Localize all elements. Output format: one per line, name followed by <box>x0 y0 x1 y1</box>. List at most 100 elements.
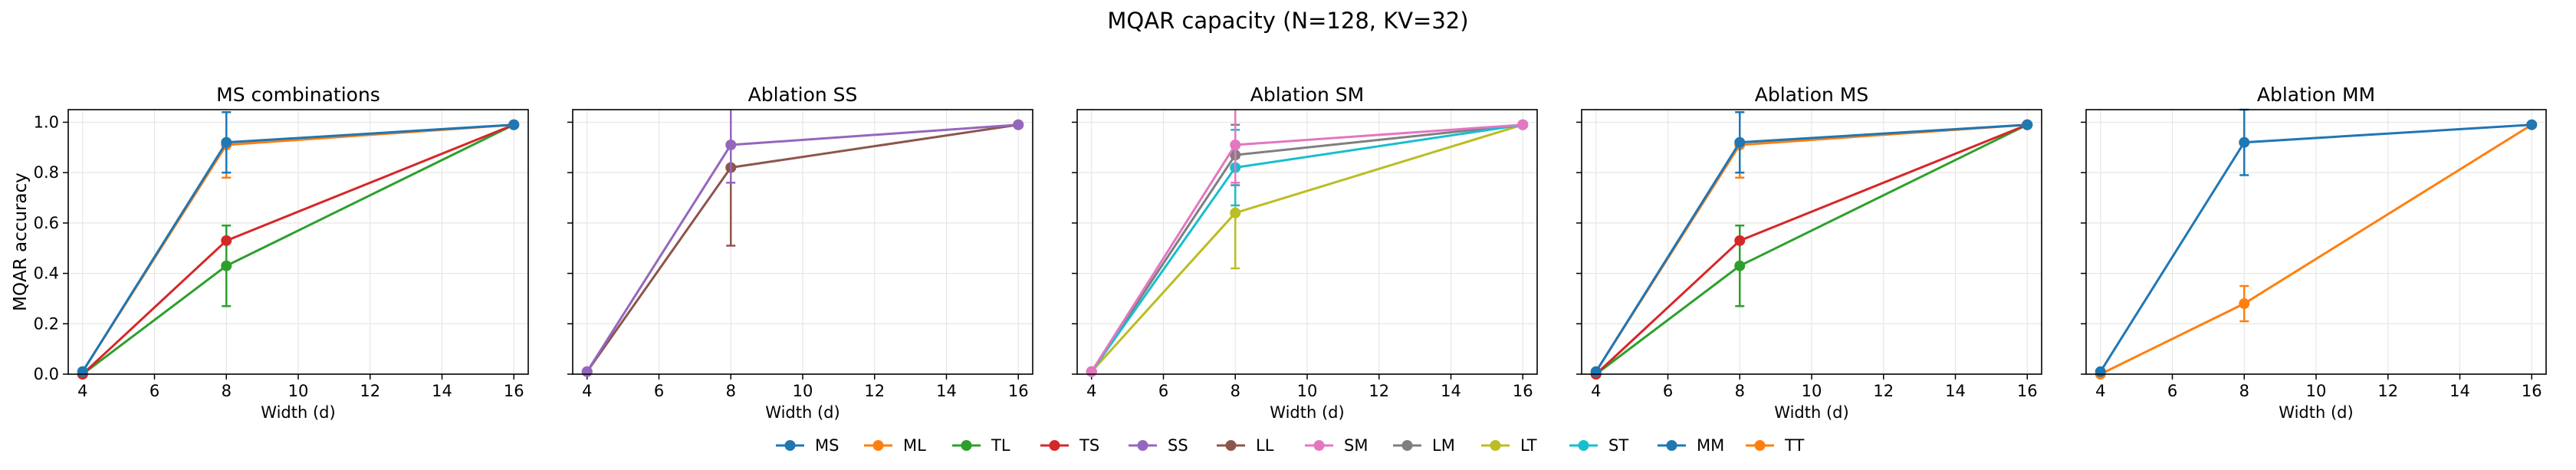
y-tick-label: 0.4 <box>34 265 59 283</box>
legend-entry-LM: LM <box>1393 436 1455 455</box>
data-point-SS <box>725 140 737 150</box>
data-point-SM <box>1517 119 1529 130</box>
data-point-MS <box>1734 136 1746 148</box>
data-point-TL <box>1734 260 1746 271</box>
x-tick-label: 10 <box>2306 382 2327 400</box>
legend-marker-TL <box>961 440 972 451</box>
legend-entry-ST: ST <box>1569 436 1628 455</box>
x-tick-label: 6 <box>2167 382 2177 400</box>
data-point-LT <box>1230 207 1241 219</box>
x-tick-label: 12 <box>864 382 885 400</box>
chart-panel-5: 4 6 8 10 12 14 16 Ablation MM Width (d) <box>2081 84 2547 422</box>
legend-marker-TS <box>1049 440 1060 451</box>
data-point-SM <box>1086 366 1097 377</box>
legend-entry-LT: LT <box>1481 436 1537 455</box>
x-tick-label: 10 <box>288 382 309 400</box>
data-point-MS <box>2022 119 2033 130</box>
figure-title: MQAR capacity (N=128, KV=32) <box>1107 8 1468 34</box>
legend-label-SS: SS <box>1168 436 1188 455</box>
legend-marker-SM <box>1313 440 1325 451</box>
data-point-MS <box>1590 366 1602 377</box>
x-axis-label: Width (d) <box>261 403 335 422</box>
data-point-MM <box>2526 119 2538 130</box>
legend-marker-SS <box>1137 440 1148 451</box>
x-axis-label: Width (d) <box>765 403 840 422</box>
data-point-SM <box>1230 140 1241 150</box>
data-point-MS <box>221 136 232 148</box>
x-tick-label: 8 <box>1735 382 1745 400</box>
x-tick-label: 16 <box>2017 382 2038 400</box>
chart-panel-2: 4 6 8 10 12 14 16 Ablation SS Width (d) <box>567 84 1033 422</box>
legend-marker-MM <box>1666 440 1677 451</box>
panel-title: Ablation SM <box>1250 84 1365 106</box>
legend-marker-MS <box>784 440 796 451</box>
axes-frame <box>572 109 1033 375</box>
y-tick-label: 1.0 <box>34 113 59 131</box>
x-axis-label: Width (d) <box>2279 403 2353 422</box>
panel-title: Ablation MM <box>2257 84 2375 106</box>
x-tick-label: 12 <box>1873 382 1894 400</box>
legend-label-MS: MS <box>815 436 839 455</box>
panel-title: Ablation MS <box>1755 84 1869 106</box>
legend-entry-MM: MM <box>1658 436 1724 455</box>
legend-label-LT: LT <box>1520 436 1537 455</box>
legend-entry-SM: SM <box>1305 436 1368 455</box>
y-tick-label: 0.2 <box>34 314 59 333</box>
x-tick-label: 14 <box>936 382 957 400</box>
chart-panel-4: 4 6 8 10 12 14 16 Ablation MS Width (d) <box>1576 84 2042 422</box>
legend-entry-SS: SS <box>1129 436 1188 455</box>
x-tick-label: 8 <box>1230 382 1240 400</box>
legend-label-ML: ML <box>903 436 926 455</box>
data-point-MS <box>77 366 88 377</box>
legend-marker-LT <box>1490 440 1501 451</box>
axes-frame <box>1076 109 1538 375</box>
legend-marker-ST <box>1578 440 1589 451</box>
x-tick-label: 6 <box>654 382 664 400</box>
legend-label-TL: TL <box>991 436 1010 455</box>
legend-entry-ML: ML <box>864 436 926 455</box>
x-tick-label: 14 <box>1441 382 1461 400</box>
x-tick-label: 16 <box>1513 382 1533 400</box>
legend-label-TT: TT <box>1784 436 1804 455</box>
legend-entry-TS: TS <box>1040 436 1099 455</box>
data-point-TT <box>2239 298 2250 309</box>
chart-panels: 4 6 8 10 12 14 16 0.0 0.2 0.4 0.6 0.8 1.0 MS combinat… <box>11 84 2547 422</box>
panel-title: MS combinations <box>216 84 380 106</box>
axes-frame <box>1581 109 2042 375</box>
y-tick-label: 0.8 <box>34 163 59 182</box>
legend-marker-LM <box>1401 440 1413 451</box>
x-tick-label: 8 <box>2239 382 2249 400</box>
axes-frame <box>2085 109 2547 375</box>
x-axis-label: Width (d) <box>1270 403 1344 422</box>
x-tick-label: 12 <box>2377 382 2398 400</box>
x-tick-label: 16 <box>504 382 524 400</box>
x-tick-label: 6 <box>1158 382 1168 400</box>
data-point-MS <box>508 119 520 130</box>
data-point-SS <box>1013 119 1024 130</box>
y-axis-label: MQAR accuracy <box>11 173 31 311</box>
legend-entry-LL: LL <box>1217 436 1274 455</box>
x-tick-label: 14 <box>432 382 452 400</box>
y-tick-label: 0.6 <box>34 214 59 232</box>
legend-label-MM: MM <box>1697 436 1724 455</box>
legend-entry-TT: TT <box>1746 436 1804 455</box>
x-tick-label: 4 <box>582 382 592 400</box>
x-tick-label: 4 <box>2095 382 2105 400</box>
legend-label-TS: TS <box>1079 436 1099 455</box>
legend-marker-ML <box>872 440 884 451</box>
legend-entry-TL: TL <box>952 436 1010 455</box>
x-tick-label: 14 <box>1945 382 1966 400</box>
axes-frame <box>67 109 529 375</box>
data-point-TS <box>1734 235 1746 246</box>
y-tick-label: 0.0 <box>34 365 59 383</box>
legend-label-LL: LL <box>1256 436 1274 455</box>
data-point-MM <box>2239 136 2250 148</box>
x-tick-label: 4 <box>1086 382 1096 400</box>
data-point-TL <box>221 260 232 271</box>
chart-panel-1: 4 6 8 10 12 14 16 0.0 0.2 0.4 0.6 0.8 1.0 MS combinat… <box>11 84 529 422</box>
legend-label-ST: ST <box>1608 436 1628 455</box>
chart-legend: MS ML TL TS SS LL SM LM LT ST MM TT <box>776 436 1804 455</box>
x-tick-label: 6 <box>150 382 159 400</box>
